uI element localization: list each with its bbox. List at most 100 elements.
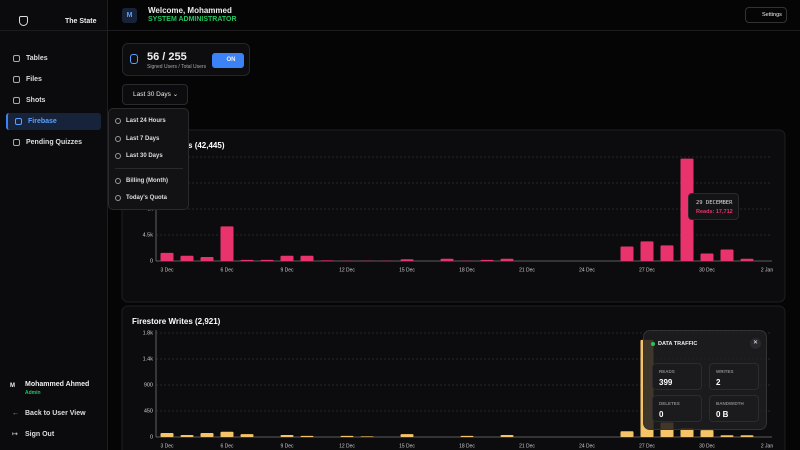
bar bbox=[320, 260, 334, 261]
bar bbox=[180, 434, 194, 437]
x-tick-label: 6 Dec bbox=[220, 443, 234, 449]
bar bbox=[700, 253, 714, 261]
bar bbox=[360, 436, 374, 437]
menu-item[interactable]: Last 24 Hours bbox=[115, 118, 166, 124]
db-icon bbox=[130, 54, 138, 64]
bar bbox=[740, 258, 754, 261]
bar bbox=[620, 246, 634, 261]
x-tick-label: 30 Dec bbox=[699, 443, 715, 449]
x-tick-label: 30 Dec bbox=[699, 267, 715, 273]
x-tick-label: 18 Dec bbox=[459, 267, 475, 273]
bar bbox=[720, 435, 734, 437]
header-divider bbox=[0, 30, 800, 31]
bar bbox=[440, 258, 454, 261]
user-name: Mohammed Ahmed bbox=[25, 381, 90, 388]
traffic-title: DATA TRAFFIC bbox=[658, 341, 698, 347]
menu-item[interactable]: Last 7 Days bbox=[115, 136, 160, 142]
user-initial: M bbox=[10, 383, 15, 389]
x-tick-label: 3 Dec bbox=[160, 443, 174, 449]
bar bbox=[300, 435, 314, 437]
nav-item[interactable]: Firebase bbox=[6, 113, 101, 130]
chart-title: Firestore Writes (2,921) bbox=[132, 317, 221, 326]
welcome: Welcome, Mohammed bbox=[148, 6, 232, 15]
menu-label: Billing (Month) bbox=[126, 178, 168, 184]
bar bbox=[180, 255, 194, 261]
toggle-button[interactable]: ON bbox=[212, 53, 244, 68]
cell-label: DELETES bbox=[659, 401, 680, 406]
bar bbox=[200, 256, 214, 261]
x-tick-label: 2 Jan bbox=[761, 443, 773, 449]
x-tick-label: 24 Dec bbox=[579, 443, 595, 449]
x-tick-label: 15 Dec bbox=[399, 443, 415, 449]
bar bbox=[480, 259, 494, 261]
bar bbox=[660, 245, 674, 261]
menu-label: Last 7 Days bbox=[126, 136, 160, 142]
sign-out[interactable]: ↦ Sign Out bbox=[12, 431, 55, 438]
bar bbox=[220, 226, 234, 261]
bar bbox=[680, 428, 694, 437]
bar bbox=[400, 259, 414, 261]
y-tick-label: 1.4k bbox=[143, 356, 154, 362]
cell-label: BANDWIDTH bbox=[716, 401, 744, 406]
menu-item[interactable]: Billing (Month) bbox=[115, 178, 168, 184]
y-tick-label: 4.5k bbox=[143, 232, 154, 238]
x-tick-label: 27 Dec bbox=[639, 443, 655, 449]
x-tick-label: 12 Dec bbox=[339, 443, 355, 449]
range-select[interactable]: Last 30 Days ⌄ bbox=[122, 84, 188, 105]
x-tick-label: 21 Dec bbox=[519, 267, 535, 273]
nav-item[interactable]: Tables bbox=[6, 50, 101, 67]
y-tick-label: 900 bbox=[144, 382, 153, 388]
avatar: M bbox=[122, 8, 137, 23]
nav-item[interactable]: Shots bbox=[6, 92, 101, 109]
bar bbox=[280, 434, 294, 437]
tooltip-title: 29 DECEMBER bbox=[696, 200, 733, 206]
x-tick-label: 2 Jan bbox=[761, 267, 773, 273]
cell-label: READS bbox=[659, 369, 675, 374]
back-link[interactable]: ← Back to User View bbox=[12, 410, 86, 417]
tooltip-text: Reads: 17,712 bbox=[696, 209, 733, 215]
bar bbox=[220, 431, 234, 437]
bar bbox=[640, 241, 654, 261]
users-caption: Signed Users / Total Users bbox=[147, 64, 207, 70]
bar bbox=[240, 434, 254, 437]
menu-item[interactable]: Today's Quota bbox=[115, 195, 167, 201]
menu-label: Today's Quota bbox=[126, 195, 167, 201]
x-tick-label: 15 Dec bbox=[399, 267, 415, 273]
bar bbox=[160, 432, 174, 437]
tooltip: 29 DECEMBER Reads: 17,712 bbox=[688, 193, 739, 220]
brand: The State bbox=[65, 18, 97, 25]
x-tick-label: 18 Dec bbox=[459, 443, 475, 449]
link-label: Sign Out bbox=[25, 431, 55, 438]
nav-item[interactable]: Pending Quizzes bbox=[6, 134, 101, 151]
y-tick-label: 0 bbox=[150, 258, 153, 264]
nav-label: Firebase bbox=[28, 118, 57, 125]
x-tick-label: 21 Dec bbox=[519, 443, 535, 449]
cell-value: 0 B bbox=[716, 410, 729, 419]
traffic-cell: READS 399 bbox=[652, 363, 702, 390]
x-tick-label: 12 Dec bbox=[339, 267, 355, 273]
settings-button[interactable]: Settings bbox=[745, 7, 787, 23]
users-count: 56 / 255 bbox=[147, 51, 187, 63]
y-tick-label: 0 bbox=[150, 434, 153, 440]
x-tick-label: 9 Dec bbox=[280, 443, 294, 449]
nav-label: Tables bbox=[26, 55, 48, 62]
traffic-cell: WRITES 2 bbox=[709, 363, 759, 390]
close-button[interactable]: ✕ bbox=[750, 338, 761, 349]
user-role: Admin bbox=[25, 390, 41, 396]
bar bbox=[300, 255, 314, 261]
bar bbox=[700, 430, 714, 437]
stats-card: 56 / 255 Signed Users / Total Users ON bbox=[122, 43, 250, 76]
bar bbox=[280, 255, 294, 261]
link-label: Back to User View bbox=[25, 410, 86, 417]
range-menu: Last 24 Hours Last 7 Days Last 30 Days B… bbox=[108, 108, 189, 210]
bar bbox=[260, 259, 274, 261]
bar bbox=[720, 249, 734, 261]
x-tick-label: 9 Dec bbox=[280, 267, 294, 273]
nav-item[interactable]: Files bbox=[6, 71, 101, 88]
menu-label: Last 30 Days bbox=[126, 153, 163, 159]
cell-value: 399 bbox=[659, 378, 673, 387]
menu-item[interactable]: Last 30 Days bbox=[115, 153, 163, 159]
bar bbox=[240, 259, 254, 261]
